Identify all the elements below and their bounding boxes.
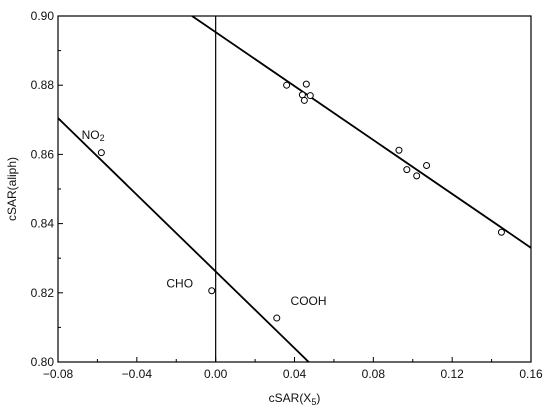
data-point-s1-7 [403,166,411,174]
data-point-s2-1 [97,149,105,157]
data-point-s1-5 [306,92,314,100]
y-tick-label: 0.82 [31,286,55,300]
data-points [97,80,505,322]
x-tick-label: −0.04 [122,367,153,381]
plot-frame [57,15,532,363]
data-point-s1-1 [283,81,291,89]
fit-line-1 [191,16,531,249]
annotation-cooh: COOH [291,294,327,308]
data-point-s1-4 [302,80,310,88]
y-axis-ticks: 0.80 0.82 0.84 0.86 0.88 0.90 [31,9,63,369]
y-tick-label: 0.84 [31,217,55,231]
point-annotations: NO2 CHO COOH [82,128,327,308]
data-point-s2-2 [208,287,216,295]
x-tick-label: 0.16 [519,367,543,381]
x-tick-label: −0.08 [43,367,74,381]
x-axis-label: cSAR(X5) [269,391,321,407]
data-point-s1-8 [413,172,421,180]
y-axis-label: cSAR(aliph) [5,157,19,221]
x-axis-ticks: −0.08 −0.04 0.00 0.04 0.08 0.12 0.16 [43,357,543,381]
data-point-s2-3 [273,314,281,322]
data-point-s1-6 [395,146,403,154]
y-tick-label: 0.80 [31,355,55,369]
data-point-s1-10 [497,228,505,236]
fit-lines [58,16,531,362]
x-tick-label: 0.12 [440,367,464,381]
y-tick-label: 0.88 [31,78,55,92]
annotation-no2: NO2 [82,128,105,143]
x-tick-label: 0.08 [362,367,386,381]
data-point-s1-3 [300,96,308,104]
y-tick-label: 0.86 [31,147,55,161]
data-point-s1-9 [423,161,431,169]
plot-area [57,15,532,363]
annotation-cho: CHO [166,277,193,291]
fit-line-2 [58,117,310,362]
x-tick-label: 0.00 [204,367,228,381]
x-tick-label: 0.04 [283,367,307,381]
y-tick-label: 0.90 [31,9,55,23]
